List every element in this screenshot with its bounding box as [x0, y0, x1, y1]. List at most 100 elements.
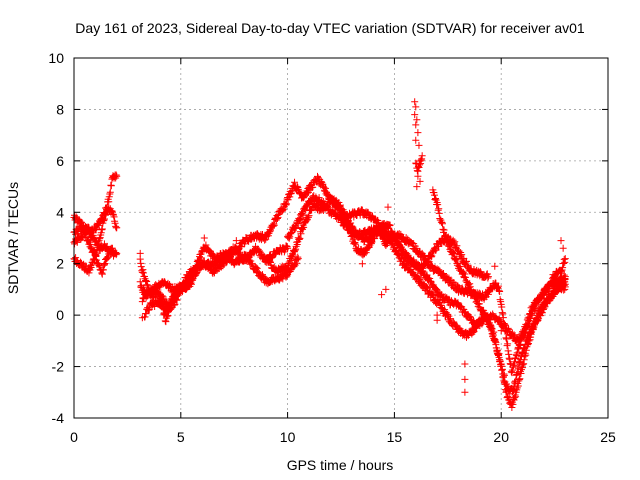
data-point-marker [94, 242, 102, 250]
data-point-marker [470, 328, 478, 336]
data-point-marker [502, 334, 510, 342]
data-point-marker [137, 263, 145, 271]
data-point-marker [561, 258, 569, 266]
data-point-marker [528, 307, 536, 315]
data-point-marker [449, 248, 457, 256]
y-tick-label: -2 [52, 359, 65, 375]
data-point-marker [488, 330, 496, 338]
data-point-marker [98, 215, 106, 223]
data-point-marker [403, 253, 411, 261]
data-point-marker [170, 301, 178, 309]
data-point-marker [279, 206, 287, 214]
data-point-marker [158, 299, 166, 307]
data-point-marker [436, 214, 444, 222]
data-point-marker [520, 344, 528, 352]
data-point-marker [289, 251, 297, 259]
data-point-marker [516, 341, 524, 349]
data-point-marker [414, 129, 422, 137]
y-tick-label: 2 [56, 256, 64, 272]
data-point-marker [415, 161, 423, 169]
data-point-marker [403, 250, 411, 258]
data-point-marker [430, 191, 438, 199]
data-point-marker [527, 330, 535, 338]
data-point-marker [261, 236, 269, 244]
data-point-marker [225, 256, 233, 264]
data-point-marker [278, 207, 286, 215]
x-tick-label: 0 [70, 429, 78, 445]
data-point-marker [294, 220, 302, 228]
data-point-marker [438, 218, 446, 226]
data-point-marker [557, 237, 565, 245]
x-tick-label: 5 [177, 429, 185, 445]
data-point-marker [286, 193, 294, 201]
data-point-marker [307, 207, 315, 215]
data-point-marker [466, 313, 474, 321]
data-point-marker [434, 206, 442, 214]
data-point-marker [297, 230, 305, 238]
data-point-marker [505, 354, 513, 362]
data-point-marker [516, 356, 524, 364]
data-point-marker [452, 243, 460, 251]
data-point-marker [85, 265, 93, 273]
data-point-marker [112, 174, 120, 182]
data-point-marker [389, 240, 397, 248]
data-point-marker [173, 296, 181, 304]
data-point-marker [521, 324, 529, 332]
data-point-marker [322, 184, 330, 192]
data-point-marker [515, 359, 523, 367]
data-point-marker [200, 234, 208, 242]
data-point-marker [320, 183, 328, 191]
data-point-marker [496, 316, 504, 324]
data-point-marker [516, 375, 524, 383]
data-point-marker [397, 230, 405, 238]
data-point-marker [561, 275, 569, 283]
data-point-marker [105, 198, 113, 206]
data-point-marker [495, 287, 503, 295]
data-point-marker [254, 268, 262, 276]
data-point-marker [413, 183, 421, 191]
data-point-marker [519, 348, 527, 356]
data-point-marker [517, 353, 525, 361]
data-point-marker [295, 235, 303, 243]
data-point-marker [487, 325, 495, 333]
data-point-marker [72, 254, 80, 262]
data-point-marker [411, 111, 419, 119]
data-point-marker [492, 339, 500, 347]
data-point-marker [558, 268, 566, 276]
data-point-marker [484, 274, 492, 282]
data-point-marker [517, 333, 525, 341]
data-point-marker [192, 267, 200, 275]
data-point-marker [472, 295, 480, 303]
data-point-marker [418, 152, 426, 160]
data-point-marker [273, 214, 281, 222]
data-point-marker [300, 193, 308, 201]
data-point-marker [442, 232, 450, 240]
data-point-marker [473, 324, 481, 332]
data-point-marker [292, 224, 300, 232]
data-point-marker [450, 279, 458, 287]
data-point-marker [513, 349, 521, 357]
data-point-marker [513, 369, 521, 377]
data-point-marker [418, 155, 426, 163]
data-point-marker [297, 215, 305, 223]
data-point-marker [108, 207, 116, 215]
data-point-marker [460, 308, 468, 316]
data-point-marker [521, 340, 529, 348]
x-tick-label: 10 [280, 429, 296, 445]
data-point-marker [97, 229, 105, 237]
data-point-marker [280, 248, 288, 256]
data-point-marker [547, 294, 555, 302]
data-point-marker [412, 136, 420, 144]
data-point-marker [509, 400, 517, 408]
data-point-marker [252, 263, 260, 271]
data-point-marker [97, 215, 105, 223]
data-point-marker [178, 288, 186, 296]
data-point-marker [288, 253, 296, 261]
data-point-marker [284, 244, 292, 252]
data-point-marker [504, 340, 512, 348]
data-point-marker [438, 220, 446, 228]
data-point-marker [186, 276, 194, 284]
data-point-marker [332, 197, 340, 205]
data-point-marker [462, 257, 470, 265]
data-point-marker [498, 309, 506, 317]
